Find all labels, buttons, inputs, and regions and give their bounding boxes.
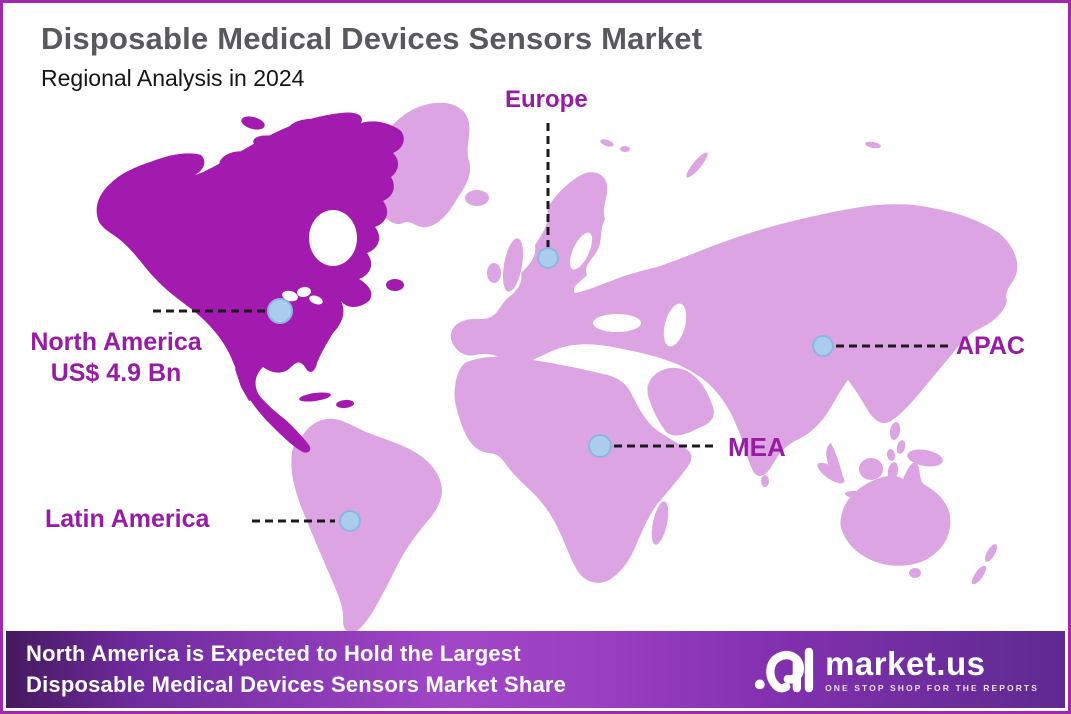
region-label-europe: Europe xyxy=(505,86,588,113)
region-label-north-america-name: North America xyxy=(30,328,202,356)
map-madagascar xyxy=(651,501,669,545)
north-america-marker-dot xyxy=(267,298,293,324)
region-markers xyxy=(267,247,834,532)
footer-banner: North America is Expected to Hold the La… xyxy=(6,631,1065,708)
map-arabia xyxy=(647,367,714,436)
map-arctic-islands xyxy=(600,139,881,178)
region-label-latin-america: Latin America xyxy=(45,505,210,533)
map-newfoundland xyxy=(386,279,404,291)
map-hudson-bay xyxy=(309,210,357,266)
map-taiwan xyxy=(891,386,901,400)
map-baltic-sea xyxy=(569,232,593,270)
latin-america-marker-dot xyxy=(339,510,361,532)
map-new-zealand xyxy=(971,544,998,585)
marketus-tagline: ONE STOP SHOP FOR THE REPORTS xyxy=(825,682,1039,693)
region-value-north-america: US$ 4.9 Bn xyxy=(50,359,182,388)
map-south-america xyxy=(291,418,442,633)
map-canadian-arctic-islands xyxy=(219,116,380,183)
map-australia xyxy=(840,462,951,566)
region-label-mea: MEA xyxy=(728,432,786,462)
map-eurasia xyxy=(450,172,1018,477)
map-iceland xyxy=(465,190,489,206)
map-sri-lanka xyxy=(761,475,769,487)
mea-marker-dot xyxy=(588,434,612,458)
region-label-apac: APAC xyxy=(956,332,1025,360)
map-north-america xyxy=(96,112,404,453)
marketus-logo-icon xyxy=(754,647,814,692)
map-caspian-sea xyxy=(663,303,687,347)
banner-headline-line1: North America is Expected to Hold the La… xyxy=(26,641,521,667)
map-japan xyxy=(934,268,978,335)
page-title: Disposable Medical Devices Sensors Marke… xyxy=(41,21,703,56)
page-subtitle: Regional Analysis in 2024 xyxy=(41,65,305,91)
map-tasmania xyxy=(909,568,921,578)
europe-marker-dot xyxy=(537,247,559,269)
leader-lines xyxy=(153,123,950,523)
map-caribbean-islands xyxy=(299,392,354,409)
marketus-logo: market.us ONE STOP SHOP FOR THE REPORTS xyxy=(753,641,1039,699)
banner-headline-line2: Disposable Medical Devices Sensors Marke… xyxy=(26,671,567,697)
world-map xyxy=(96,102,1018,633)
map-africa xyxy=(454,356,692,583)
map-great-britain xyxy=(502,238,524,292)
apac-marker-dot xyxy=(812,335,834,357)
map-philippines xyxy=(886,422,906,461)
map-new-guinea xyxy=(907,449,943,467)
marketus-logo-text: market.us ONE STOP SHOP FOR THE REPORTS xyxy=(825,647,1039,693)
region-label-north-america: North America US$ 4.9 Bn xyxy=(15,327,217,390)
map-ireland xyxy=(487,263,501,283)
map-baja-california xyxy=(235,363,255,401)
map-black-sea xyxy=(593,314,641,332)
marketus-brand: market.us xyxy=(825,644,986,682)
map-great-lakes xyxy=(282,286,323,305)
banner-headline: North America is Expected to Hold the La… xyxy=(26,639,566,700)
